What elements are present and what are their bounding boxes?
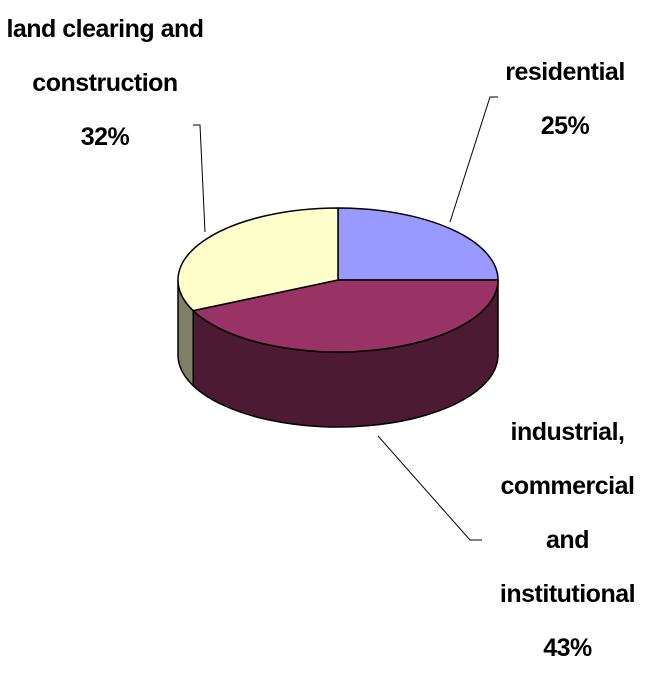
value-label: 32% (80, 123, 130, 151)
slice-label: industrial, commercial and institutional… (480, 405, 649, 675)
value-label: 25% (540, 112, 590, 140)
slice-label: land clearing and construction 32% (5, 2, 205, 164)
value-label: 43% (543, 634, 592, 662)
category-label: land clearing and construction (6, 15, 204, 97)
slice-label: residential 25% (485, 45, 645, 153)
category-label: industrial, commercial and institutional (499, 418, 636, 608)
slice (191, 279, 499, 353)
category-label: residential (505, 58, 625, 86)
slice (337, 207, 499, 281)
slice (177, 207, 339, 312)
leader-line (377, 435, 482, 541)
leader-line (193, 124, 206, 233)
leader-line (449, 96, 498, 223)
